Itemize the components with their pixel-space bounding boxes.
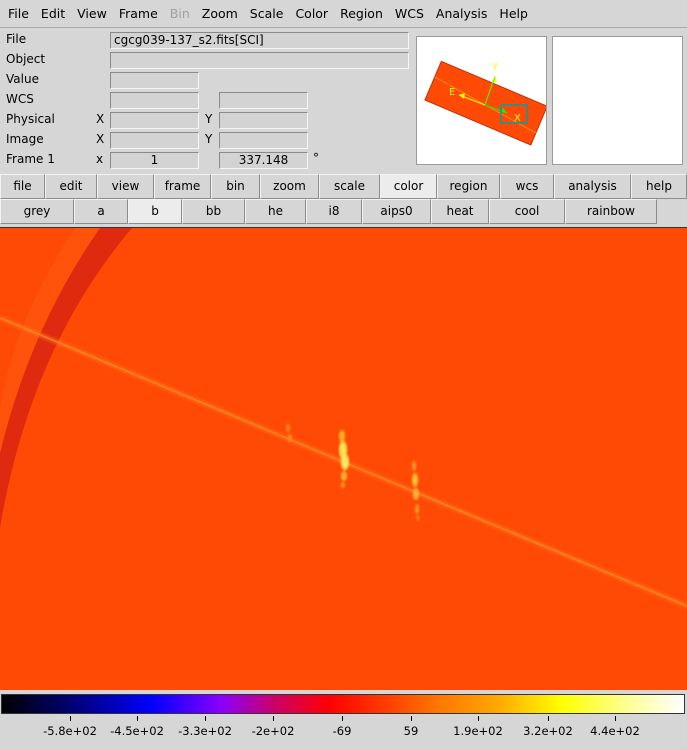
main-view-button[interactable]: view (97, 174, 154, 199)
colorbar-tick (615, 716, 616, 721)
menu-analysis[interactable]: Analysis (435, 5, 488, 21)
bright-source-1 (339, 430, 349, 488)
physical-label: Physical (6, 112, 55, 126)
image-y-axis-label: Y (205, 132, 213, 146)
main-frame-button[interactable]: frame (154, 174, 211, 199)
menu-color[interactable]: Color (295, 5, 329, 21)
colormap-aips0-button[interactable]: aips0 (362, 199, 431, 224)
info-panel: File cgcg039-137_s2.fits[SCI] Object Val… (0, 29, 687, 172)
menu-edit[interactable]: Edit (40, 5, 66, 21)
colorbar-tick-label: -69 (332, 724, 352, 738)
colorbar (1, 694, 685, 714)
wcs-x-field (110, 92, 199, 109)
wcs-y-field (219, 92, 308, 109)
colorbar-tick-label: -4.5e+02 (110, 724, 164, 738)
main-color-button[interactable]: color (380, 174, 437, 199)
main-zoom-button[interactable]: zoom (260, 174, 319, 199)
menubar: File Edit View Frame Bin Zoom Scale Color Region… (0, 0, 687, 28)
main-analysis-button[interactable]: analysis (554, 174, 631, 199)
wcs-label: WCS (6, 92, 34, 106)
colorbar-tick-label: 1.9e+02 (453, 724, 503, 738)
colormap-he-button[interactable]: he (245, 199, 306, 224)
colorbar-tick (205, 716, 206, 721)
main-button-bar: file edit view frame bin zoom scale color region… (0, 174, 687, 199)
compass-y-label: Y (491, 62, 499, 73)
colormap-a-button[interactable]: a (74, 199, 128, 224)
file-field: cgcg039-137_s2.fits[SCI] (110, 32, 409, 49)
panner-thumbnail: E Y X (424, 60, 548, 146)
main-bin-button[interactable]: bin (211, 174, 260, 199)
colorbar-tick-label: -5.8e+02 (43, 724, 97, 738)
menu-scale[interactable]: Scale (249, 5, 284, 21)
image-label: Image (6, 132, 44, 146)
main-help-button[interactable]: help (631, 174, 687, 199)
magnifier (552, 36, 683, 165)
colormap-rainbow-button[interactable]: rainbow (565, 199, 657, 224)
colorbar-ticks: -5.8e+02 -4.5e+02 -3.3e+02 -2e+02 -69 59 1.9e+… (0, 716, 687, 750)
colorbar-tick-label: 3.2e+02 (523, 724, 573, 738)
colorbar-tick-label: 4.4e+02 (590, 724, 640, 738)
colorbar-tick-label: -3.3e+02 (178, 724, 232, 738)
colorbar-tick (411, 716, 412, 721)
colorbar-tick-label: 59 (403, 724, 419, 738)
image-canvas[interactable] (0, 228, 687, 690)
colormap-cool-button[interactable]: cool (489, 199, 565, 224)
main-wcs-button[interactable]: wcs (500, 174, 554, 199)
image-frame[interactable] (0, 227, 687, 690)
menu-bin: Bin (169, 5, 190, 21)
object-field (110, 52, 409, 69)
image-x-field (110, 132, 199, 149)
colorbar-tick (478, 716, 479, 721)
colormap-bb-button[interactable]: bb (182, 199, 245, 224)
compass-x-label: X (514, 113, 521, 124)
detector-edge-arc (0, 228, 132, 528)
frame-label: Frame 1 (6, 152, 55, 166)
menu-wcs[interactable]: WCS (394, 5, 424, 21)
colormap-heat-button[interactable]: heat (431, 199, 489, 224)
physical-x-field (110, 112, 199, 129)
colorbar-tick (342, 716, 343, 721)
colormap-button-bar: grey a b bb he i8 aips0 heat cool rainbow (0, 199, 687, 224)
menu-zoom[interactable]: Zoom (201, 5, 238, 21)
colorbar-tick (273, 716, 274, 721)
frame-x-axis-label: x (96, 152, 104, 166)
faint-source-3 (286, 424, 292, 442)
main-scale-button[interactable]: scale (319, 174, 380, 199)
menu-frame[interactable]: Frame (118, 5, 158, 21)
menu-region[interactable]: Region (340, 5, 383, 21)
colorbar-tick (70, 716, 71, 721)
main-region-button[interactable]: region (437, 174, 500, 199)
main-file-button[interactable]: file (0, 174, 45, 199)
frame-angle-field: 337.148 (219, 152, 308, 169)
value-label: Value (6, 72, 39, 86)
object-label: Object (6, 52, 46, 66)
physical-y-axis-label: Y (205, 112, 213, 126)
colormap-grey-button[interactable]: grey (0, 199, 74, 224)
panner[interactable]: E Y X (416, 36, 548, 165)
bright-source-2 (412, 461, 420, 521)
colorbar-tick (548, 716, 549, 721)
colormap-b-button[interactable]: b (128, 199, 182, 224)
image-y-field (219, 132, 308, 149)
physical-y-field (219, 112, 308, 129)
image-x-axis-label: X (96, 132, 105, 146)
file-label: File (6, 32, 27, 46)
frame-zoom-field: 1 (110, 152, 199, 169)
physical-x-axis-label: X (96, 112, 105, 126)
menu-file[interactable]: File (8, 5, 29, 21)
compass-e-label: E (449, 87, 455, 98)
degree-symbol: ° (313, 151, 319, 165)
colorbar-tick (137, 716, 138, 721)
value-field (110, 72, 199, 89)
panner-view-box[interactable] (500, 104, 528, 124)
colorbar-tick-label: -2e+02 (251, 724, 295, 738)
menu-view[interactable]: View (77, 5, 107, 21)
main-edit-button[interactable]: edit (45, 174, 97, 199)
colormap-i8-button[interactable]: i8 (306, 199, 362, 224)
compass-icon: E Y X (449, 62, 521, 124)
menu-help[interactable]: Help (499, 5, 528, 21)
